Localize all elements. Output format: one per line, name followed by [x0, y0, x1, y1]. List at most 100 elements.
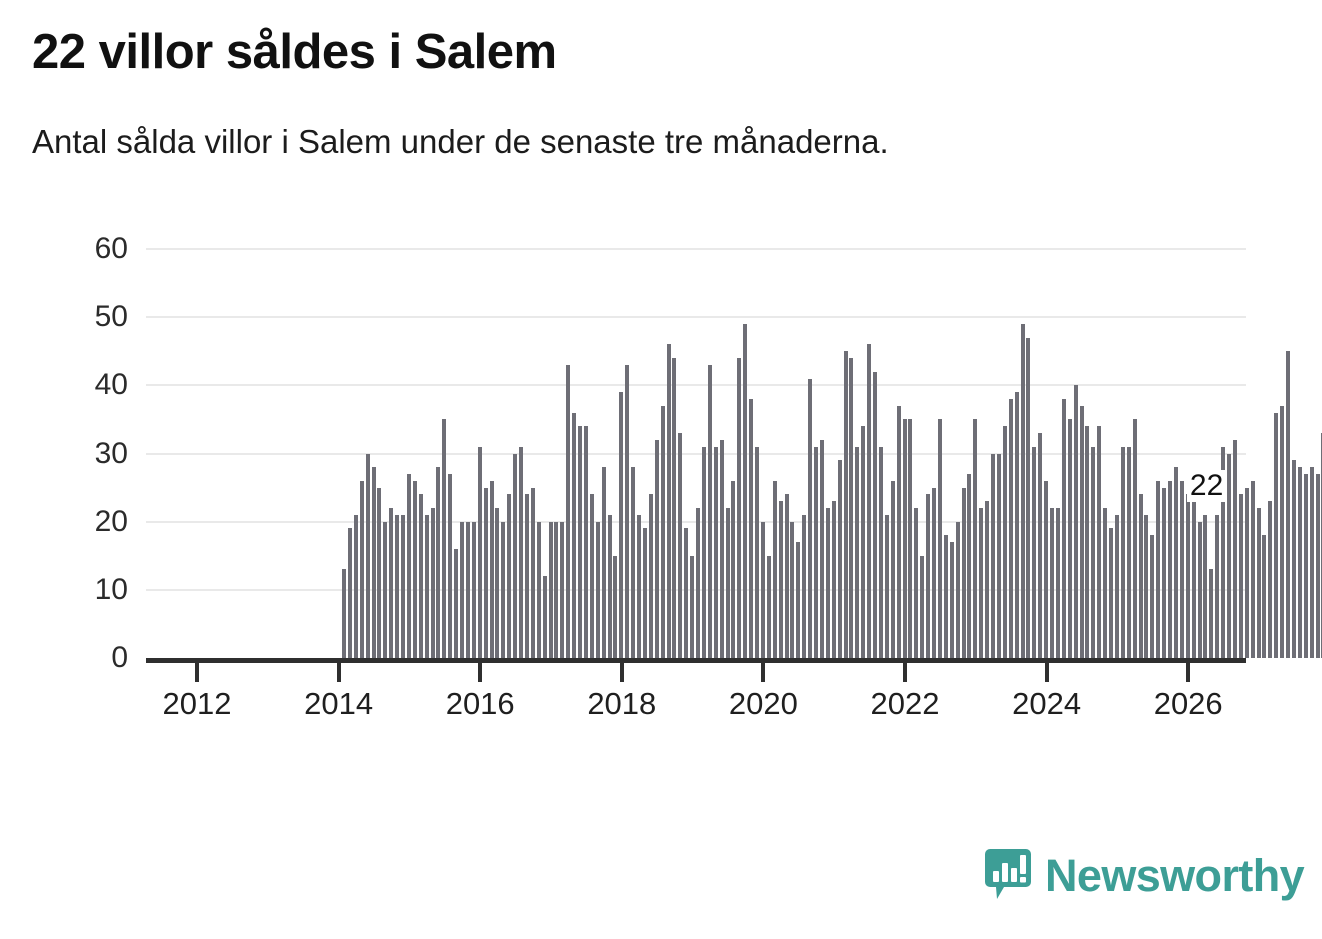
bar — [1002, 426, 1007, 658]
bar — [778, 501, 783, 658]
bar — [837, 460, 842, 658]
bar — [1227, 453, 1231, 658]
bar — [377, 487, 382, 658]
bar — [1262, 535, 1267, 658]
bar — [613, 555, 618, 658]
bar — [406, 473, 411, 658]
bar-chart-speech-bubble-icon — [985, 849, 1031, 899]
bar — [1103, 508, 1108, 658]
y-axis-tick-label: 0 — [111, 641, 128, 674]
bar — [766, 555, 771, 658]
bar — [1120, 446, 1125, 658]
bar — [1250, 480, 1255, 658]
x-axis-tick-label: 2024 — [1012, 686, 1082, 721]
bar — [1150, 535, 1155, 658]
bar — [471, 521, 476, 658]
bar — [1061, 398, 1066, 658]
x-axis-tick-label: 2016 — [445, 686, 515, 721]
bar — [902, 419, 907, 658]
bar — [731, 480, 736, 658]
bar — [607, 514, 612, 658]
chart-subtitle: Antal sålda villor i Salem under de sena… — [32, 123, 889, 161]
bar — [1221, 446, 1226, 658]
bar — [1215, 514, 1220, 658]
bar — [943, 535, 948, 658]
bar — [937, 419, 942, 658]
bar — [1232, 439, 1237, 658]
bar — [1268, 501, 1273, 658]
bar — [967, 473, 972, 658]
bar — [678, 433, 683, 658]
bar — [342, 569, 346, 658]
bar — [365, 453, 370, 658]
bar — [448, 473, 453, 658]
bar — [690, 555, 695, 658]
bar — [867, 344, 872, 658]
bar — [1008, 398, 1013, 658]
bar — [707, 364, 712, 658]
bar — [908, 419, 913, 658]
bar — [660, 405, 665, 658]
bar — [1156, 480, 1161, 658]
x-axis-tick-label: 2022 — [870, 686, 940, 721]
bar — [483, 487, 488, 658]
bar — [743, 323, 748, 658]
bar — [1197, 521, 1202, 658]
x-axis-tick-label: 2014 — [304, 686, 374, 721]
bar — [1138, 494, 1143, 658]
bar — [796, 542, 801, 658]
y-axis-tick-label: 50 — [94, 300, 128, 334]
bar — [583, 426, 588, 658]
bar — [1185, 494, 1190, 658]
x-axis-tick-label: 2026 — [1153, 686, 1223, 721]
bar — [536, 521, 541, 658]
bar — [737, 358, 742, 658]
bar — [861, 426, 866, 658]
bar — [631, 467, 636, 658]
bar — [1256, 508, 1261, 658]
bar — [696, 508, 700, 658]
y-axis-tick-label: 60 — [94, 232, 128, 265]
bar — [519, 446, 523, 658]
bar — [454, 548, 459, 658]
bar — [507, 494, 512, 658]
bar — [1079, 405, 1084, 658]
bar — [530, 487, 535, 658]
bar — [991, 453, 995, 658]
bar — [985, 501, 990, 658]
bar — [1238, 494, 1243, 658]
newsworthy-logo[interactable]: Newsworthy — [985, 845, 1305, 905]
bar — [961, 487, 966, 658]
y-axis-tick-label: 10 — [94, 572, 128, 606]
bar — [749, 398, 754, 658]
bar — [542, 576, 547, 658]
bar — [436, 467, 441, 658]
gridline — [146, 248, 1246, 250]
bar — [601, 467, 606, 658]
bar — [814, 446, 818, 658]
bar — [383, 521, 388, 658]
bar — [896, 405, 901, 658]
x-axis-tick — [336, 663, 341, 682]
plot-area — [146, 248, 1322, 658]
bar — [648, 494, 653, 658]
y-axis-tick-label: 40 — [94, 368, 128, 402]
bar — [347, 528, 352, 658]
bar — [890, 480, 895, 658]
bar — [359, 480, 364, 658]
bar — [430, 508, 435, 658]
x-axis-tick — [1186, 663, 1191, 682]
bar — [1026, 337, 1031, 658]
x-axis-tick — [761, 663, 766, 682]
bar — [1173, 467, 1178, 658]
bar — [884, 514, 889, 658]
bar — [654, 439, 659, 658]
bar-chart: 0 10 20 30 40 50 60 2012 2014 2016 2018 2020 2022 20… — [94, 232, 1322, 721]
bar — [1291, 460, 1296, 658]
bar — [1050, 508, 1054, 658]
bar — [1020, 323, 1025, 658]
bar — [595, 521, 600, 658]
bar — [920, 555, 925, 658]
bar — [949, 542, 954, 658]
chart-header: 22 villor såldes i Salem Antal sålda vil… — [32, 24, 1302, 162]
